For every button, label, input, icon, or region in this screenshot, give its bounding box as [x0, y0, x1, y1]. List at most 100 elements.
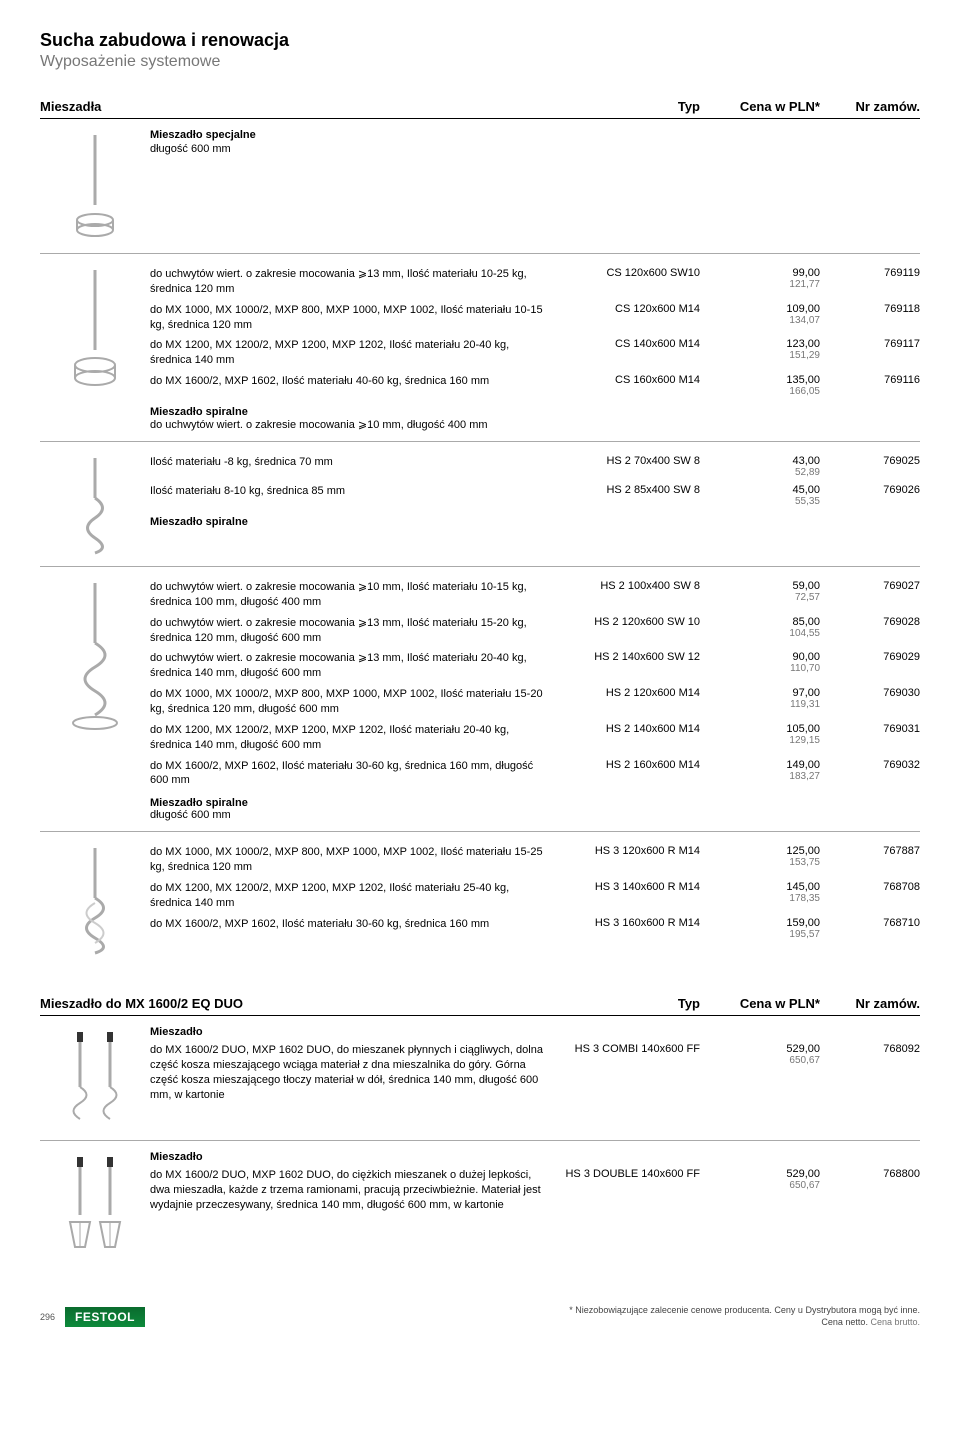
product-image	[40, 129, 150, 245]
row-price: 99,00121,77	[700, 267, 820, 290]
product-image	[40, 842, 150, 958]
row-art: 769119	[820, 267, 920, 279]
page-number: 296	[40, 1312, 55, 1322]
price-net: 159,00	[700, 917, 820, 929]
row-typ: CS 160x600 M14	[560, 374, 700, 386]
row-typ: HS 2 160x600 M14	[560, 759, 700, 771]
row-typ: HS 3 140x600 R M14	[560, 881, 700, 893]
price-net: 109,00	[700, 303, 820, 315]
price-gross: 129,15	[700, 735, 820, 746]
price-net: 97,00	[700, 687, 820, 699]
row-art: 769025	[820, 455, 920, 467]
price-net: 45,00	[700, 484, 820, 496]
table-row: do uchwytów wiert. o zakresie mocowania …	[150, 577, 920, 613]
row-art: 769028	[820, 616, 920, 628]
price-gross: 52,89	[700, 467, 820, 478]
price-net: 105,00	[700, 723, 820, 735]
row-price: 149,00183,27	[700, 759, 820, 782]
row-typ: HS 3 DOUBLE 140x600 FF	[560, 1168, 700, 1180]
group-intro: Mieszadło	[150, 1151, 920, 1163]
row-price: 123,00151,29	[700, 338, 820, 361]
row-typ: HS 2 85x400 SW 8	[560, 484, 700, 496]
table-row: do MX 1000, MX 1000/2, MXP 800, MXP 1000…	[150, 300, 920, 336]
row-art: 768800	[820, 1168, 920, 1180]
price-gross: 183,27	[700, 771, 820, 782]
row-typ: HS 3 160x600 R M14	[560, 917, 700, 929]
price-net: 125,00	[700, 845, 820, 857]
festool-logo: FESTOOL	[65, 1307, 145, 1327]
group: do uchwytów wiert. o zakresie mocowania …	[40, 264, 920, 442]
row-typ: CS 120x600 SW10	[560, 267, 700, 279]
price-gross: 72,57	[700, 592, 820, 603]
row-typ: HS 3 COMBI 140x600 FF	[560, 1043, 700, 1055]
group-subhead: Mieszadło spiralne	[150, 516, 920, 528]
table-row: do MX 1200, MX 1200/2, MXP 1200, MXP 120…	[150, 878, 920, 914]
table-row: do uchwytów wiert. o zakresie mocowania …	[150, 613, 920, 649]
row-price: 529,00650,67	[700, 1043, 820, 1066]
row-price: 105,00129,15	[700, 723, 820, 746]
row-desc: do uchwytów wiert. o zakresie mocowania …	[150, 267, 560, 297]
row-desc: do MX 1600/2 DUO, MXP 1602 DUO, do miesz…	[150, 1043, 560, 1102]
row-art: 768092	[820, 1043, 920, 1055]
group: Mieszadłodo MX 1600/2 DUO, MXP 1602 DUO,…	[40, 1026, 920, 1141]
product-image	[40, 264, 150, 433]
section-title: Mieszadło do MX 1600/2 EQ DUO	[40, 996, 560, 1011]
group: Ilość materiału -8 kg, średnica 70 mmHS …	[40, 452, 920, 567]
group: Mieszadło do MX 1600/2 DUO, MXP 1602 DUO,…	[40, 1151, 920, 1265]
price-gross: 121,77	[700, 279, 820, 290]
price-gross: 104,55	[700, 628, 820, 639]
price-net: 149,00	[700, 759, 820, 771]
table-row: do MX 1000, MX 1000/2, MXP 800, MXP 1000…	[150, 684, 920, 720]
price-net: 85,00	[700, 616, 820, 628]
price-gross: 178,35	[700, 893, 820, 904]
row-art: 769029	[820, 651, 920, 663]
row-desc: do MX 1600/2 DUO, MXP 1602 DUO, do ciężk…	[150, 1168, 560, 1213]
row-price: 529,00650,67	[700, 1168, 820, 1191]
row-price: 90,00110,70	[700, 651, 820, 674]
row-desc: do MX 1000, MX 1000/2, MXP 800, MXP 1000…	[150, 687, 560, 717]
row-art: 769027	[820, 580, 920, 592]
page-footer: 296 FESTOOL * Niezobowiązujące zalecenie…	[40, 1305, 920, 1328]
product-image	[40, 577, 150, 823]
table-row: do uchwytów wiert. o zakresie mocowania …	[150, 648, 920, 684]
group-subhead: Mieszadło spiralne	[150, 797, 920, 809]
column-header-typ: Typ	[560, 996, 700, 1011]
row-art: 769026	[820, 484, 920, 496]
row-desc: do MX 1200, MX 1200/2, MXP 1200, MXP 120…	[150, 723, 560, 753]
price-net: 90,00	[700, 651, 820, 663]
column-header-typ: Typ	[560, 99, 700, 114]
price-net: 145,00	[700, 881, 820, 893]
row-typ: HS 2 120x600 SW 10	[560, 616, 700, 628]
row-price: 59,0072,57	[700, 580, 820, 603]
column-header-price: Cena w PLN*	[700, 99, 820, 114]
row-desc: Ilość materiału -8 kg, średnica 70 mm	[150, 455, 560, 470]
row-price: 43,0052,89	[700, 455, 820, 478]
product-image	[40, 1026, 150, 1132]
row-price: 85,00104,55	[700, 616, 820, 639]
group-intro: Mieszadło specjalne	[150, 129, 920, 141]
table-row: do MX 1600/2, MXP 1602, Ilość materiału …	[150, 914, 920, 943]
row-art: 769118	[820, 303, 920, 315]
price-gross: 151,29	[700, 350, 820, 361]
row-typ: HS 2 140x600 SW 12	[560, 651, 700, 663]
row-art: 769117	[820, 338, 920, 350]
row-typ: HS 2 70x400 SW 8	[560, 455, 700, 467]
row-typ: CS 120x600 M14	[560, 303, 700, 315]
group-intro-sub: długość 600 mm	[150, 143, 920, 155]
row-typ: CS 140x600 M14	[560, 338, 700, 350]
row-price: 125,00153,75	[700, 845, 820, 868]
row-art: 768708	[820, 881, 920, 893]
price-net: 59,00	[700, 580, 820, 592]
row-desc: do MX 1000, MX 1000/2, MXP 800, MXP 1000…	[150, 845, 560, 875]
group-subhead-sub: do uchwytów wiert. o zakresie mocowania …	[150, 418, 920, 431]
row-desc: do MX 1600/2, MXP 1602, Ilość materiału …	[150, 374, 560, 389]
group: do MX 1000, MX 1000/2, MXP 800, MXP 1000…	[40, 842, 920, 966]
section-title: Mieszadła	[40, 99, 560, 114]
price-net: 43,00	[700, 455, 820, 467]
group-subhead: Mieszadło spiralne	[150, 406, 920, 418]
row-art: 769032	[820, 759, 920, 771]
row-typ: HS 3 120x600 R M14	[560, 845, 700, 857]
row-art: 767887	[820, 845, 920, 857]
group: do uchwytów wiert. o zakresie mocowania …	[40, 577, 920, 832]
row-art: 768710	[820, 917, 920, 929]
